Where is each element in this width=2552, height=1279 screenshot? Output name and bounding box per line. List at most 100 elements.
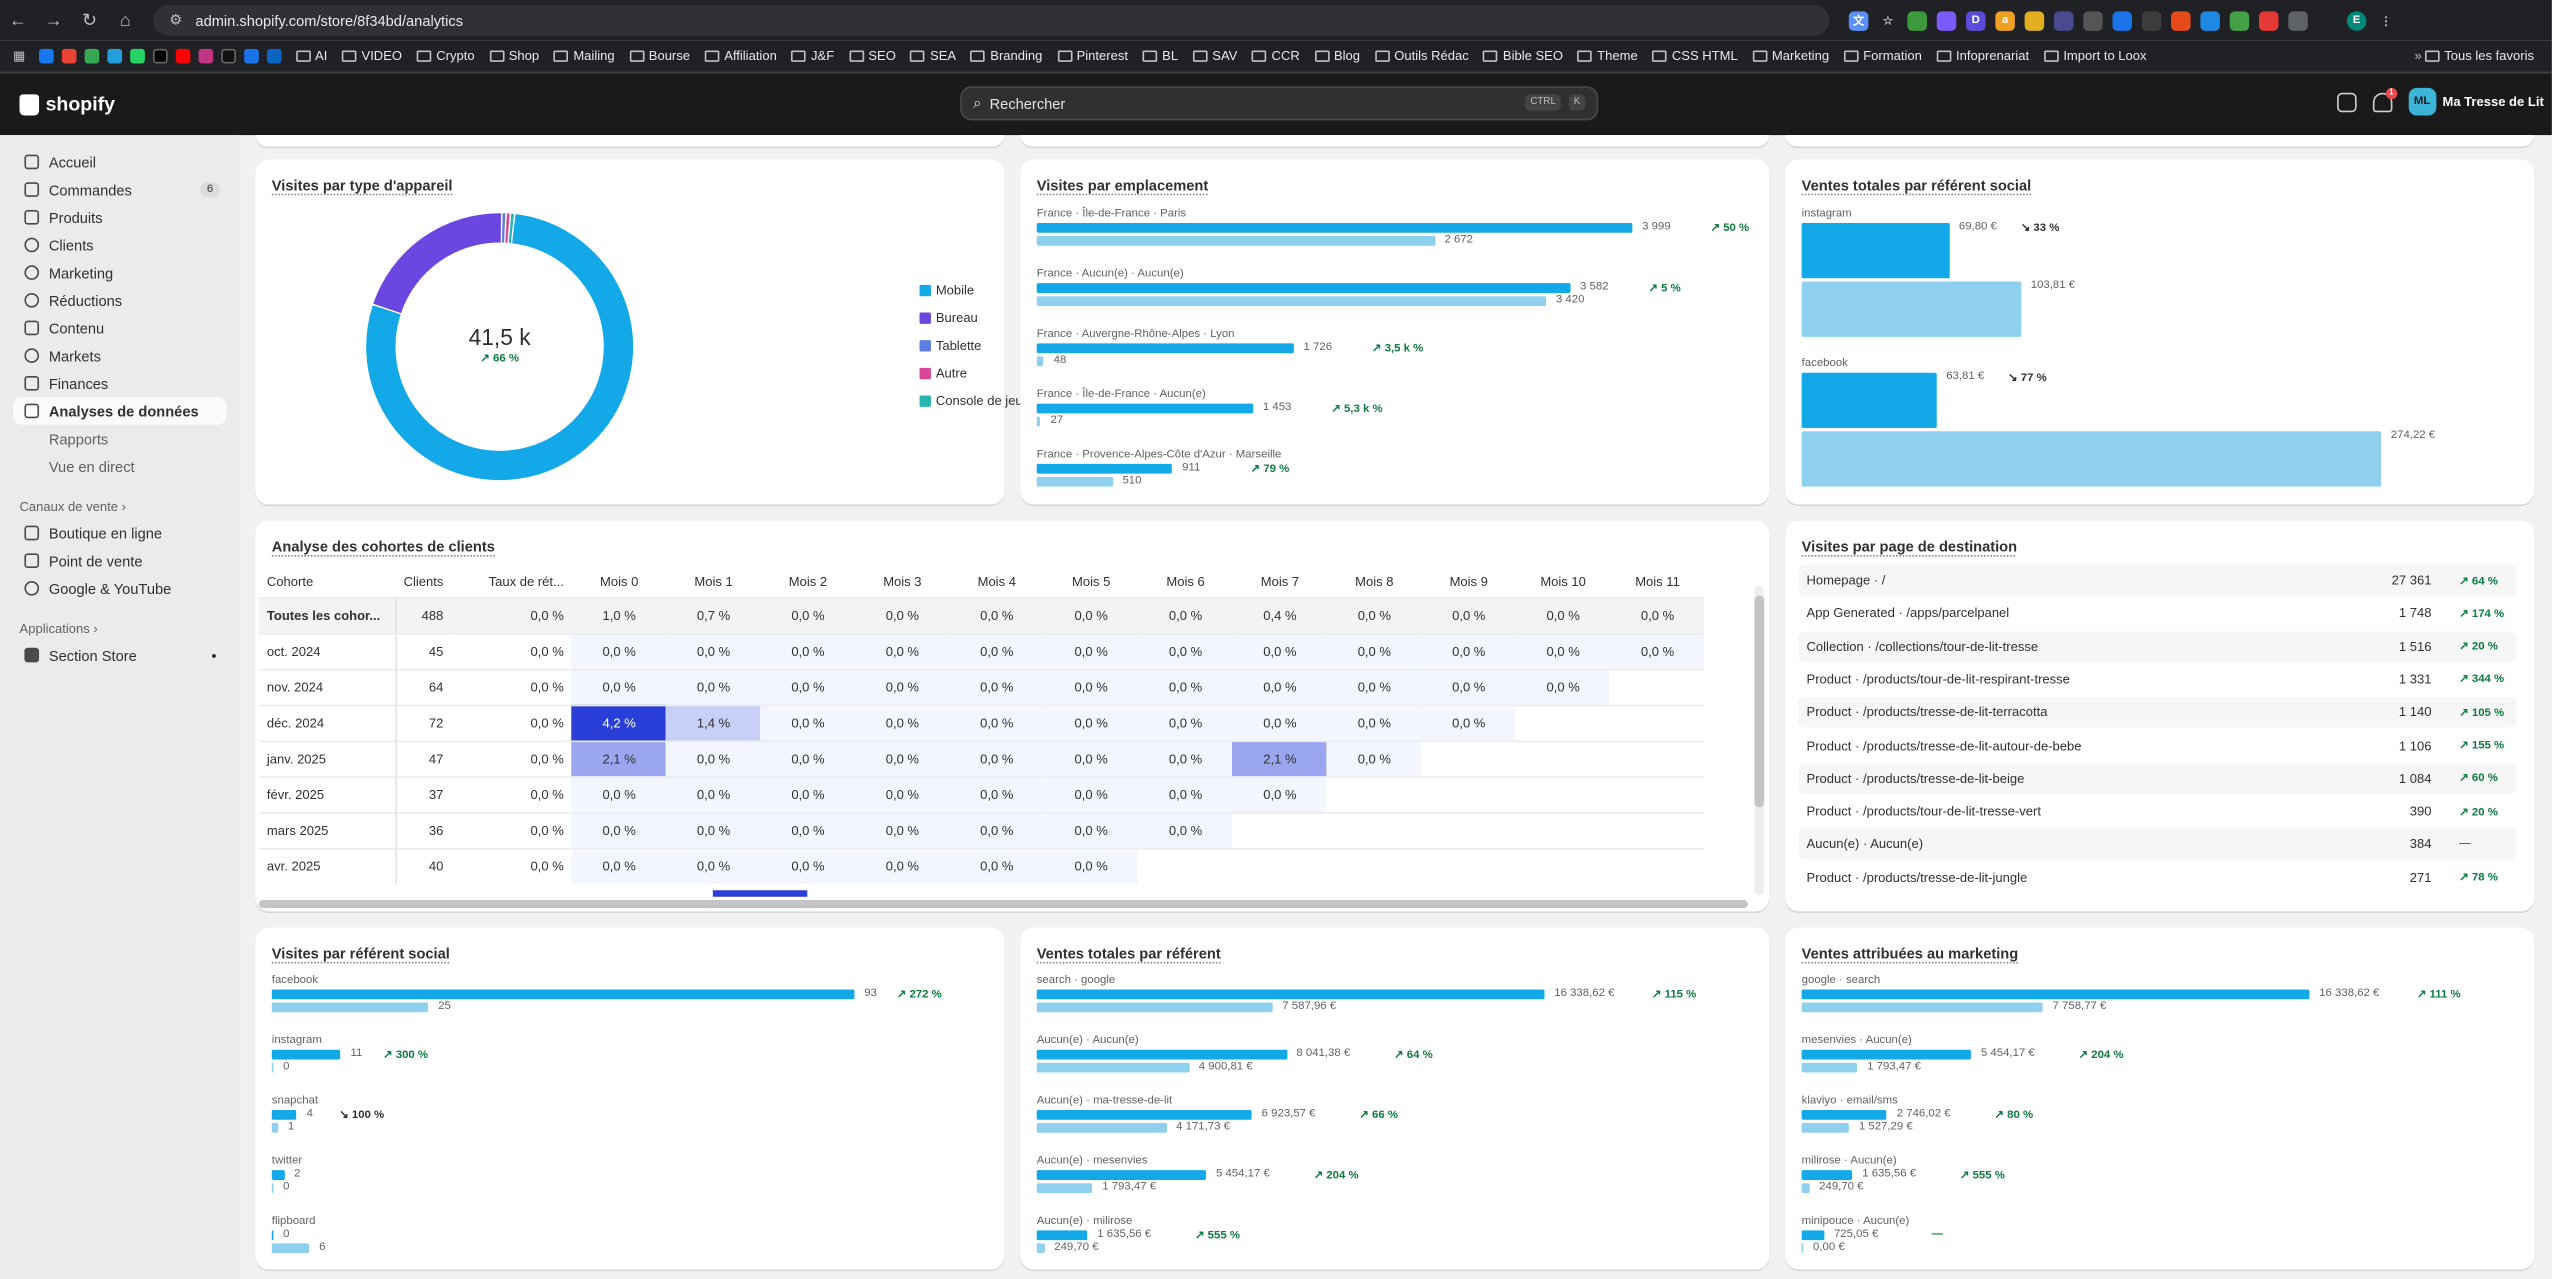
column-header[interactable]: Mois 4 [977, 574, 1016, 590]
column-header[interactable]: Mois 8 [1355, 574, 1394, 590]
bookmark-folder[interactable]: Theme [1577, 49, 1638, 63]
bar-previous[interactable] [1801, 1243, 1804, 1254]
extension-icon[interactable] [2229, 10, 2250, 31]
cohort-cell[interactable]: 0,0 % [1138, 776, 1233, 813]
sidebar-item-online-store[interactable]: Boutique en ligne [13, 519, 226, 547]
sidebar-item-google-youtube[interactable]: Google & YouTube [13, 575, 226, 603]
search-input[interactable]: ⌕ Rechercher CTRL K [960, 86, 1599, 121]
star-icon[interactable]: ☆ [1882, 15, 1894, 27]
extension-icon[interactable] [2112, 10, 2133, 31]
column-header[interactable]: Mois 1 [694, 574, 733, 590]
sidebar-item-marketing[interactable]: Marketing [13, 259, 226, 287]
column-header[interactable]: Mois 5 [1071, 574, 1111, 590]
cohort-cell[interactable]: 0,7 % [666, 597, 761, 634]
sidebar-item-content[interactable]: Contenu [13, 314, 226, 342]
cohort-cell[interactable]: 0,0 % [1232, 776, 1328, 813]
bookmark-folder[interactable]: SEO [848, 49, 896, 63]
column-header[interactable]: Mois 10 [1540, 574, 1586, 590]
extension-icon[interactable] [1907, 10, 1927, 31]
bar-previous[interactable] [1036, 1183, 1093, 1193]
bar-current[interactable] [1801, 1230, 1825, 1241]
apps-heading[interactable]: Applications › [19, 621, 98, 637]
sidebar-item-reports[interactable]: Rapports [48, 430, 109, 447]
cohort-cell[interactable]: 0,0 % [1043, 668, 1139, 705]
cohort-cell[interactable]: 0,0 % [949, 812, 1044, 848]
cohort-cell[interactable]: 0,0 % [760, 668, 856, 705]
donut-slice-bureau[interactable] [373, 213, 502, 314]
bookmark-folder[interactable]: CSS HTML [1652, 49, 1738, 63]
site-info-icon[interactable]: ⚙ [169, 11, 183, 28]
bookmark-folder[interactable]: CCR [1252, 49, 1300, 63]
bookmark-folder[interactable]: Branding [970, 49, 1042, 63]
cohort-cell[interactable]: 0,0 % [760, 633, 856, 669]
bar-previous[interactable] [1801, 1122, 1850, 1133]
sidebar-item-markets[interactable]: Markets [13, 342, 226, 370]
list-item[interactable]: Aucun(e) · Aucun(e) 384 — [1798, 829, 2517, 860]
telegram-icon[interactable] [106, 48, 122, 64]
bookmark-folder[interactable]: AI [295, 49, 327, 63]
cohort-cell[interactable]: 0,0 % [1515, 597, 1611, 634]
card-title[interactable]: Visites par page de destination [1801, 538, 2018, 555]
extension-icon[interactable]: a [1995, 10, 2015, 31]
column-header[interactable]: Mois 7 [1260, 574, 1300, 590]
cohort-cell[interactable]: 0,0 % [1043, 812, 1139, 848]
drive-icon[interactable] [83, 48, 99, 64]
inbox-icon[interactable] [2336, 91, 2357, 112]
sidebar-item-orders[interactable]: Commandes 6 [13, 176, 226, 204]
cohort-cell[interactable]: 0,0 % [1421, 633, 1516, 669]
cohort-cell[interactable]: 0,0 % [949, 597, 1044, 634]
cohort-cell[interactable]: 0,0 % [666, 633, 761, 669]
bar-previous[interactable] [1036, 476, 1113, 487]
bar-current[interactable] [1036, 989, 1545, 1000]
cohort-cell[interactable]: 0,0 % [1138, 633, 1233, 669]
column-header[interactable]: Mois 3 [883, 574, 922, 590]
cohort-cell[interactable]: 0,0 % [1232, 633, 1328, 669]
cohort-cell[interactable]: 0,0 % [1138, 597, 1233, 634]
cohort-cell[interactable]: 0,0 % [666, 740, 761, 777]
sidebar-item-home[interactable]: Accueil [13, 148, 226, 176]
home-icon[interactable]: ⌂ [119, 10, 131, 31]
all-bookmarks-folder[interactable]: Tous les favoris [2424, 49, 2534, 63]
bookmark-folder[interactable]: Formation [1843, 49, 1922, 63]
list-item[interactable]: Product · /products/tresse-de-lit-jungle… [1798, 862, 2517, 893]
card-title[interactable]: Analyse des cohortes de clients [271, 538, 495, 555]
list-item[interactable]: Collection · /collections/tour-de-lit-tr… [1798, 630, 2517, 662]
vertical-scrollbar[interactable] [1754, 585, 1765, 896]
cohort-cell[interactable]: 0,0 % [760, 847, 856, 884]
donut-slice-mobile[interactable] [366, 214, 634, 481]
bookmark-folder[interactable]: Bible SEO [1483, 49, 1563, 63]
address-bar[interactable]: ⚙ admin.shopify.com/store/8f34bd/analyti… [152, 4, 1830, 36]
cohort-cell[interactable]: 0,0 % [666, 812, 761, 848]
facebook-icon[interactable] [38, 48, 53, 64]
tiktok-icon[interactable] [220, 48, 236, 64]
translate-icon[interactable]: 文 [1848, 10, 1869, 31]
cohort-cell[interactable]: 0,0 % [1421, 704, 1516, 741]
bookmark-folder[interactable]: Crypto [416, 49, 475, 63]
bar-current[interactable] [1036, 463, 1173, 474]
sidebar-item-customers[interactable]: Clients [13, 231, 226, 259]
bar-current[interactable] [1036, 283, 1571, 293]
profile-icon[interactable]: E [2346, 10, 2367, 31]
bar-previous[interactable] [1801, 1062, 1858, 1073]
extension-icon[interactable] [2083, 10, 2103, 31]
cohort-cell[interactable]: 0,0 % [760, 812, 856, 848]
cohort-cell[interactable]: 4,2 % [571, 704, 667, 741]
cohort-cell[interactable]: 1,4 % [666, 704, 761, 741]
sidebar-item-finances[interactable]: Finances [13, 369, 226, 397]
cohort-cell[interactable]: 0,0 % [949, 740, 1044, 777]
cohort-cell[interactable]: 0,0 % [1610, 633, 1705, 669]
extension-icon[interactable] [2024, 10, 2045, 31]
cohort-cell[interactable]: 0,0 % [571, 776, 667, 813]
cohort-cell[interactable]: 0,0 % [1327, 740, 1422, 777]
cohort-cell[interactable]: 0,0 % [1610, 597, 1705, 634]
cohort-cell[interactable]: 0,0 % [1327, 633, 1422, 669]
bookmark-folder[interactable]: Shop [489, 49, 539, 63]
cohort-cell[interactable]: 0,0 % [855, 668, 950, 705]
sidebar-item-live-view[interactable]: Vue en direct [48, 458, 135, 475]
back-icon[interactable]: ← [8, 10, 27, 31]
scrollbar-thumb[interactable] [1754, 595, 1765, 808]
cohort-cell[interactable]: 0,0 % [949, 776, 1044, 813]
bar-previous[interactable] [271, 1002, 429, 1013]
bookmark-folder[interactable]: Infoprenariat [1936, 49, 2029, 63]
bar-previous[interactable] [1036, 1002, 1273, 1013]
